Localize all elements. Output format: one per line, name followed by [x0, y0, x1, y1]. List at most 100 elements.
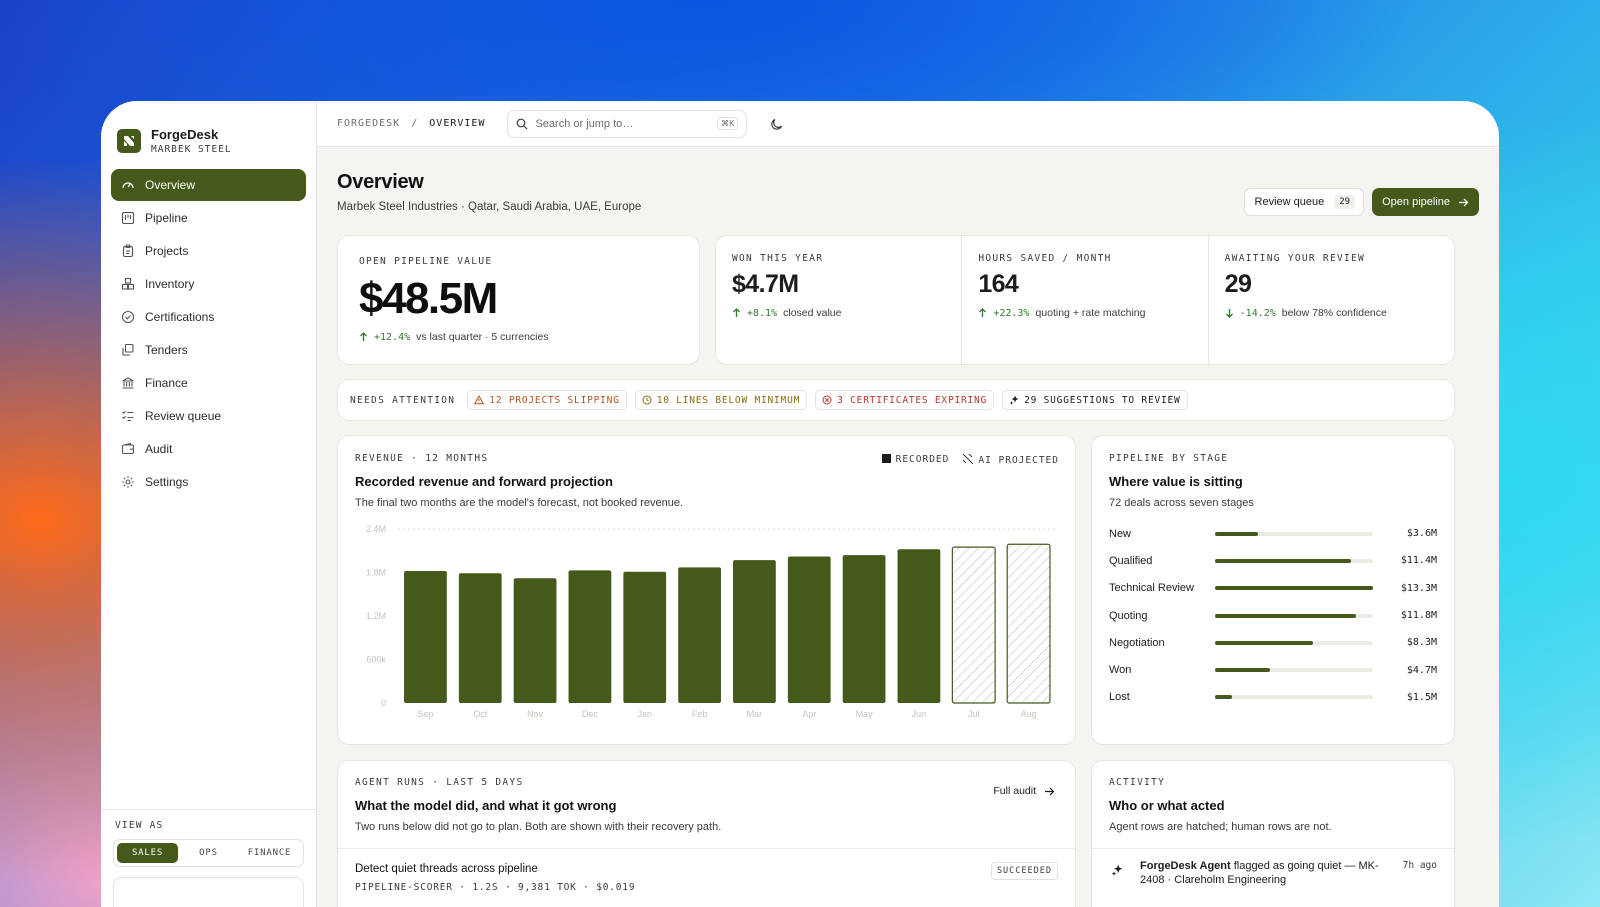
x-tick-label: Dec	[582, 709, 599, 719]
kpi-value: $4.7M	[732, 270, 799, 298]
agent-run-row[interactable]: Detect quiet threads across pipeline PIP…	[338, 848, 1075, 907]
x-tick-label: May	[856, 709, 874, 719]
stage-value: $13.3M	[1400, 582, 1437, 594]
kpi-delta: -14.2% below 78% confidence	[1225, 307, 1387, 319]
view-as-ops[interactable]: OPS	[199, 848, 218, 858]
view-as-sales[interactable]: SALES	[117, 843, 178, 863]
sidebar-item-label: Certifications	[145, 310, 215, 324]
y-tick-label: 0	[381, 698, 386, 708]
revenue-label: REVENUE · 12 MONTHS	[355, 453, 489, 464]
brand-name: ForgeDesk	[151, 127, 219, 142]
stage-bar	[1215, 695, 1373, 700]
open-pipeline-button[interactable]: Open pipeline	[1372, 188, 1479, 216]
stage-bar	[1215, 586, 1373, 591]
bar-projected[interactable]	[1006, 543, 1051, 704]
clock-icon	[642, 395, 652, 405]
chip-label: 3 CERTIFICATES EXPIRING	[837, 394, 988, 406]
stage-bar	[1215, 640, 1373, 645]
x-tick-label: Jul	[968, 709, 980, 719]
activity-actor: ForgeDesk Agent	[1140, 860, 1231, 872]
bar-recorded[interactable]	[568, 570, 612, 703]
stage-row[interactable]: Negotiation $8.3M	[1109, 629, 1437, 656]
stage-row[interactable]: Quoting $11.8M	[1109, 602, 1437, 629]
open-pipeline-label: Open pipeline	[1382, 196, 1450, 208]
legend-label: RECORDED	[895, 454, 950, 465]
content: Overview Marbek Steel Industries · Qatar…	[317, 171, 1499, 216]
moon-icon[interactable]	[769, 116, 785, 132]
view-as-finance[interactable]: FINANCE	[247, 848, 292, 858]
search-input[interactable]: Search or jump to… ⌘K	[507, 109, 748, 138]
bank-icon	[122, 377, 134, 389]
revenue-subtitle: The final two months are the model's for…	[355, 497, 684, 509]
stage-row[interactable]: New $3.6M	[1109, 520, 1437, 547]
sidebar-item-label: Finance	[145, 376, 188, 390]
kpi-delta-value: +12.4%	[374, 331, 411, 343]
kpi-note: quoting + rate matching	[1035, 307, 1146, 319]
sidebar-item-review-queue[interactable]: Review queue	[111, 400, 306, 432]
sidebar-item-audit[interactable]: Audit	[111, 433, 306, 465]
sidebar-item-pipeline[interactable]: Pipeline	[111, 202, 306, 234]
search-icon	[517, 118, 528, 129]
full-audit-link[interactable]: Full audit	[993, 785, 1055, 797]
activity-row[interactable]: ForgeDesk Agent flagged as going quiet —…	[1092, 848, 1454, 907]
arrow-up-icon	[733, 308, 740, 317]
revenue-card: REVENUE · 12 MONTHS Recorded revenue and…	[337, 435, 1076, 745]
kpi-open-pipeline[interactable]: OPEN PIPELINE VALUE $48.5M +12.4% vs las…	[337, 235, 700, 365]
page-subtitle: Marbek Steel Industries · Qatar, Saudi A…	[337, 201, 642, 213]
bar-recorded[interactable]	[623, 571, 667, 703]
kpi-hours-saved[interactable]: HOURS SAVED / MONTH 164 +22.3% quoting +…	[962, 236, 1209, 364]
bar-projected[interactable]	[951, 546, 996, 704]
stage-row[interactable]: Lost $1.5M	[1109, 684, 1437, 711]
stages-subtitle: 72 deals across seven stages	[1109, 497, 1254, 509]
arrow-down-icon	[1225, 309, 1233, 318]
bar-recorded[interactable]	[733, 560, 776, 703]
stage-row[interactable]: Qualified $11.4M	[1109, 547, 1437, 574]
kpi-delta-value: +22.3%	[993, 307, 1030, 319]
activity-label: ACTIVITY	[1109, 777, 1166, 788]
view-as-switch: SALES OPS FINANCE	[113, 839, 304, 867]
sidebar-item-overview[interactable]: Overview	[111, 169, 306, 201]
kpi-group: WON THIS YEAR $4.7M +8.1% closed value H…	[715, 235, 1455, 365]
bar-recorded[interactable]	[842, 555, 886, 703]
bar-recorded[interactable]	[458, 573, 502, 703]
breadcrumb-root[interactable]: FORGEDESK	[337, 118, 401, 129]
sidebar-item-tenders[interactable]: Tenders	[111, 334, 306, 366]
sidebar-item-projects[interactable]: Projects	[111, 235, 306, 267]
bar-recorded[interactable]	[787, 556, 831, 703]
activity-card: ACTIVITY Who or what acted Agent rows ar…	[1091, 760, 1455, 907]
stage-bar-fill	[1215, 558, 1351, 563]
bar-recorded[interactable]	[513, 578, 557, 703]
sidebar-item-certifications[interactable]: Certifications	[111, 301, 306, 333]
chip-lines-below-minimum[interactable]: 10 LINES BELOW MINIMUM	[634, 390, 808, 410]
chip-projects-slipping[interactable]: 12 PROJECTS SLIPPING	[467, 390, 627, 410]
x-tick-label: Sep	[417, 709, 433, 719]
sidebar-nav: Overview Pipeline Projects Inventory Cer…	[101, 165, 316, 503]
stage-row[interactable]: Won $4.7M	[1109, 656, 1437, 683]
brand[interactable]: ForgeDesk MARBEK STEEL	[101, 101, 316, 165]
chip-certificates-expiring[interactable]: 3 CERTIFICATES EXPIRING	[815, 390, 995, 410]
bar-recorded[interactable]	[404, 571, 447, 703]
sidebar-item-finance[interactable]: Finance	[111, 367, 306, 399]
kpi-awaiting-review[interactable]: AWAITING YOUR REVIEW 29 -14.2% below 78%…	[1209, 236, 1454, 364]
activity-title: Who or what acted	[1109, 798, 1225, 813]
stage-row[interactable]: Technical Review $13.3M	[1109, 575, 1437, 602]
stage-value: $8.3M	[1406, 637, 1437, 649]
sidebar-item-label: Audit	[145, 442, 173, 456]
bar-recorded[interactable]	[678, 567, 721, 703]
pipeline-stage-card: PIPELINE BY STAGE Where value is sitting…	[1091, 435, 1455, 745]
stage-name: Technical Review	[1109, 582, 1194, 595]
kpi-label: HOURS SAVED / MONTH	[978, 253, 1112, 264]
bar-recorded[interactable]	[897, 549, 941, 703]
brand-org: MARBEK STEEL	[151, 144, 232, 155]
chip-suggestions-to-review[interactable]: 29 SUGGESTIONS TO REVIEW	[1002, 390, 1188, 410]
search-shortcut: ⌘K	[717, 117, 739, 130]
sidebar-item-inventory[interactable]: Inventory	[111, 268, 306, 300]
kpi-label: WON THIS YEAR	[732, 253, 824, 264]
kpi-won-this-year[interactable]: WON THIS YEAR $4.7M +8.1% closed value	[716, 236, 963, 364]
review-queue-button[interactable]: Review queue 29	[1243, 188, 1365, 216]
kpi-label: OPEN PIPELINE VALUE	[359, 256, 493, 267]
main: FORGEDESK / OVERVIEW Search or jump to… …	[317, 101, 1499, 907]
x-tick-label: Oct	[473, 709, 488, 719]
sidebar-item-settings[interactable]: Settings	[111, 466, 306, 498]
user-card[interactable]	[113, 877, 304, 907]
